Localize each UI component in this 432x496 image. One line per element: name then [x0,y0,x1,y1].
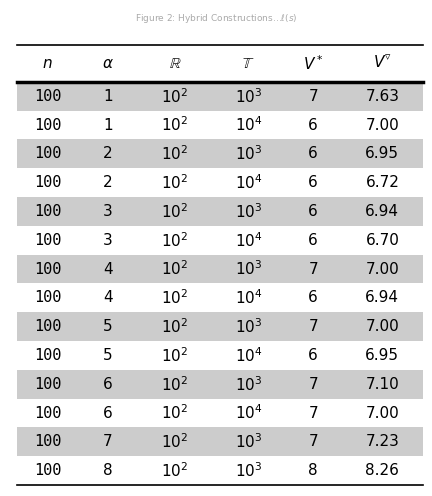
Text: 100: 100 [34,175,61,190]
Text: 7: 7 [308,434,318,449]
Text: 8: 8 [103,463,113,478]
Text: 6.72: 6.72 [365,175,399,190]
Text: 8: 8 [308,463,318,478]
Text: $10^2$: $10^2$ [161,231,189,249]
Text: $10^3$: $10^3$ [235,433,262,451]
Bar [17,312,423,341]
Text: $10^3$: $10^3$ [235,260,262,278]
Text: $10^2$: $10^2$ [161,433,189,451]
Text: 100: 100 [34,463,61,478]
Text: $10^3$: $10^3$ [235,317,262,336]
Text: $10^2$: $10^2$ [161,260,189,278]
Text: 100: 100 [34,434,61,449]
Text: 7: 7 [308,261,318,277]
Text: $10^3$: $10^3$ [235,87,262,106]
Text: $10^3$: $10^3$ [235,144,262,163]
Text: 7.00: 7.00 [365,261,399,277]
Text: 2: 2 [103,175,113,190]
Text: $\alpha$: $\alpha$ [102,56,114,71]
Text: 5: 5 [103,348,113,363]
Text: 100: 100 [34,406,61,421]
Text: $\mathbb{R}$: $\mathbb{R}$ [169,56,181,71]
Text: 7: 7 [308,319,318,334]
Text: 100: 100 [34,377,61,392]
Text: 6.94: 6.94 [365,204,399,219]
Text: $10^4$: $10^4$ [235,289,262,307]
Text: $10^3$: $10^3$ [235,375,262,394]
Text: 3: 3 [103,204,113,219]
Text: 100: 100 [34,348,61,363]
Text: $10^2$: $10^2$ [161,173,189,192]
Text: $10^4$: $10^4$ [235,346,262,365]
Text: $10^2$: $10^2$ [161,289,189,307]
Text: 6: 6 [308,290,318,306]
Text: 7.00: 7.00 [365,118,399,132]
Text: $10^4$: $10^4$ [235,231,262,249]
Bar [17,370,423,399]
Text: 7: 7 [308,406,318,421]
Text: 4: 4 [103,290,113,306]
Text: 100: 100 [34,233,61,248]
Text: 100: 100 [34,204,61,219]
Text: 2: 2 [103,146,113,161]
Text: 100: 100 [34,146,61,161]
Text: 7: 7 [103,434,113,449]
Text: $10^2$: $10^2$ [161,87,189,106]
Text: 100: 100 [34,319,61,334]
Text: 8.26: 8.26 [365,463,399,478]
Text: 5: 5 [103,319,113,334]
Text: 4: 4 [103,261,113,277]
Text: $V^{\triangledown}$: $V^{\triangledown}$ [373,55,392,71]
Text: 6: 6 [308,233,318,248]
Text: 100: 100 [34,89,61,104]
Text: $10^2$: $10^2$ [161,461,189,480]
Text: 6.95: 6.95 [365,348,399,363]
Text: 7.63: 7.63 [365,89,399,104]
Bar [17,139,423,168]
Text: 7.00: 7.00 [365,406,399,421]
Bar [17,428,423,456]
Text: 6: 6 [308,204,318,219]
Text: 6.94: 6.94 [365,290,399,306]
Text: $10^3$: $10^3$ [235,461,262,480]
Text: $10^4$: $10^4$ [235,173,262,192]
Text: 7.00: 7.00 [365,319,399,334]
Text: $\mathbb{T}$: $\mathbb{T}$ [242,56,254,71]
Text: 7: 7 [308,89,318,104]
Text: 6: 6 [103,406,113,421]
Text: $10^2$: $10^2$ [161,116,189,134]
Text: $10^2$: $10^2$ [161,404,189,423]
Text: $10^2$: $10^2$ [161,317,189,336]
Text: 7.23: 7.23 [365,434,399,449]
Text: 6: 6 [308,175,318,190]
Text: 1: 1 [103,89,113,104]
Text: Figure 2: Hybrid Constructions...$\ell(s)$: Figure 2: Hybrid Constructions...$\ell(s… [135,12,297,25]
Text: $10^2$: $10^2$ [161,202,189,221]
Text: 6: 6 [103,377,113,392]
Text: $10^4$: $10^4$ [235,116,262,134]
Bar [17,254,423,284]
Bar [17,197,423,226]
Text: $V^*$: $V^*$ [303,54,324,72]
Bar [17,82,423,111]
Text: 6.95: 6.95 [365,146,399,161]
Text: $10^2$: $10^2$ [161,375,189,394]
Text: 1: 1 [103,118,113,132]
Text: $10^2$: $10^2$ [161,346,189,365]
Text: 100: 100 [34,290,61,306]
Text: 6: 6 [308,146,318,161]
Text: 6.70: 6.70 [365,233,399,248]
Text: 6: 6 [308,348,318,363]
Text: $10^3$: $10^3$ [235,202,262,221]
Text: 7.10: 7.10 [365,377,399,392]
Text: $10^2$: $10^2$ [161,144,189,163]
Text: $n$: $n$ [42,56,53,71]
Text: $10^4$: $10^4$ [235,404,262,423]
Text: 3: 3 [103,233,113,248]
Text: 100: 100 [34,118,61,132]
Text: 100: 100 [34,261,61,277]
Text: 7: 7 [308,377,318,392]
Text: 6: 6 [308,118,318,132]
